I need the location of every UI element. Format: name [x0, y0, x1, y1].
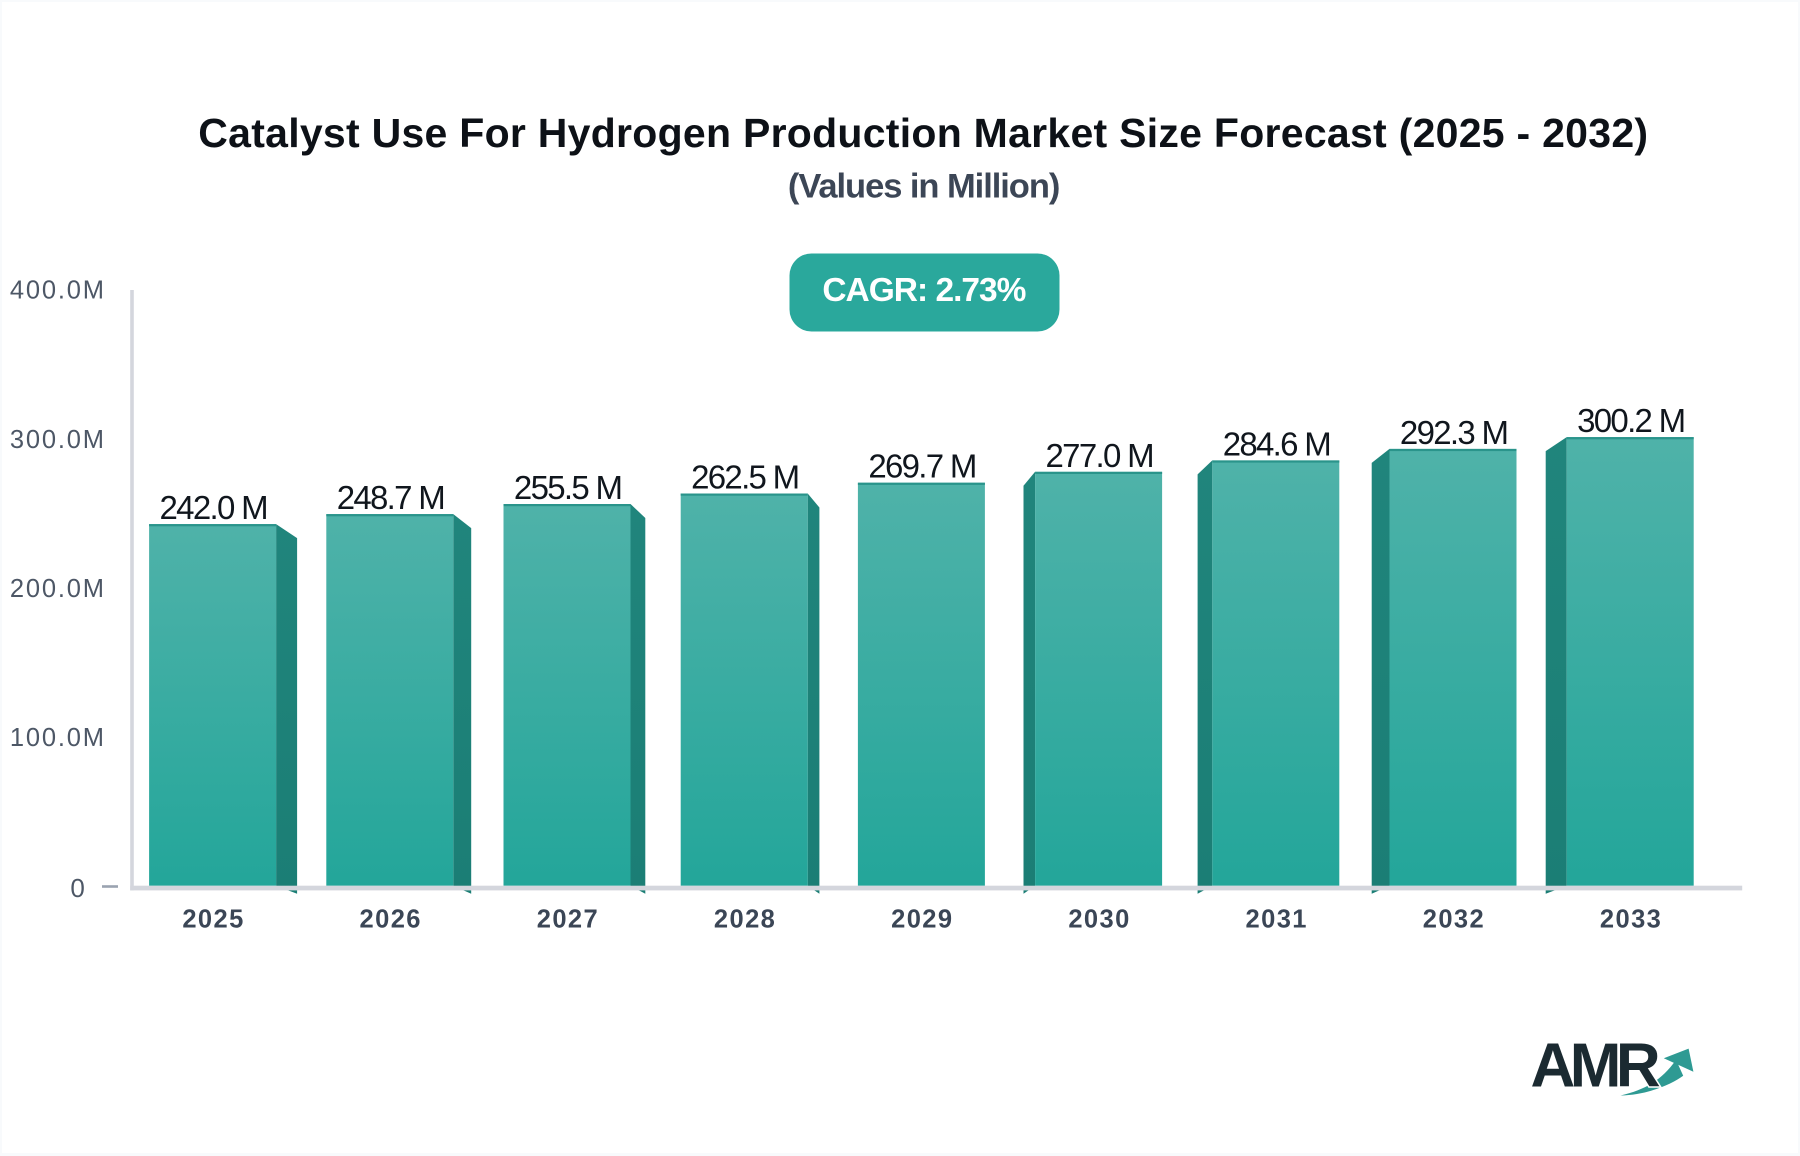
svg-text:2028: 2028 — [714, 905, 776, 933]
svg-text:Catalyst Use For Hydrogen Prod: Catalyst Use For Hydrogen Production Mar… — [198, 110, 1648, 156]
svg-text:(Values in Million): (Values in Million) — [788, 167, 1059, 205]
svg-text:300.0M: 300.0M — [10, 426, 106, 454]
svg-text:2031: 2031 — [1246, 905, 1308, 933]
svg-text:2026: 2026 — [360, 905, 422, 933]
svg-text:2029: 2029 — [891, 905, 953, 933]
svg-text:AMR: AMR — [1531, 1032, 1660, 1101]
svg-text:262.5 M: 262.5 M — [691, 459, 798, 496]
svg-text:248.7 M: 248.7 M — [337, 479, 444, 516]
svg-text:284.6 M: 284.6 M — [1223, 425, 1330, 462]
svg-text:2033: 2033 — [1600, 905, 1662, 933]
svg-text:200.0M: 200.0M — [10, 575, 106, 603]
svg-text:255.5 M: 255.5 M — [514, 469, 621, 506]
svg-text:CAGR: 2.73%: CAGR: 2.73% — [822, 272, 1025, 309]
svg-text:292.3 M: 292.3 M — [1400, 414, 1507, 451]
svg-text:300.2 M: 300.2 M — [1577, 402, 1684, 439]
svg-text:2032: 2032 — [1423, 905, 1485, 933]
svg-text:2027: 2027 — [537, 905, 599, 933]
svg-text:400.0M: 400.0M — [10, 277, 106, 305]
svg-text:277.0 M: 277.0 M — [1046, 437, 1153, 474]
svg-text:2025: 2025 — [182, 905, 244, 933]
svg-text:0: 0 — [70, 873, 86, 903]
svg-text:100.0M: 100.0M — [10, 724, 106, 752]
svg-text:242.0 M: 242.0 M — [160, 489, 267, 526]
svg-text:2030: 2030 — [1068, 905, 1130, 933]
svg-text:269.7 M: 269.7 M — [868, 448, 975, 485]
